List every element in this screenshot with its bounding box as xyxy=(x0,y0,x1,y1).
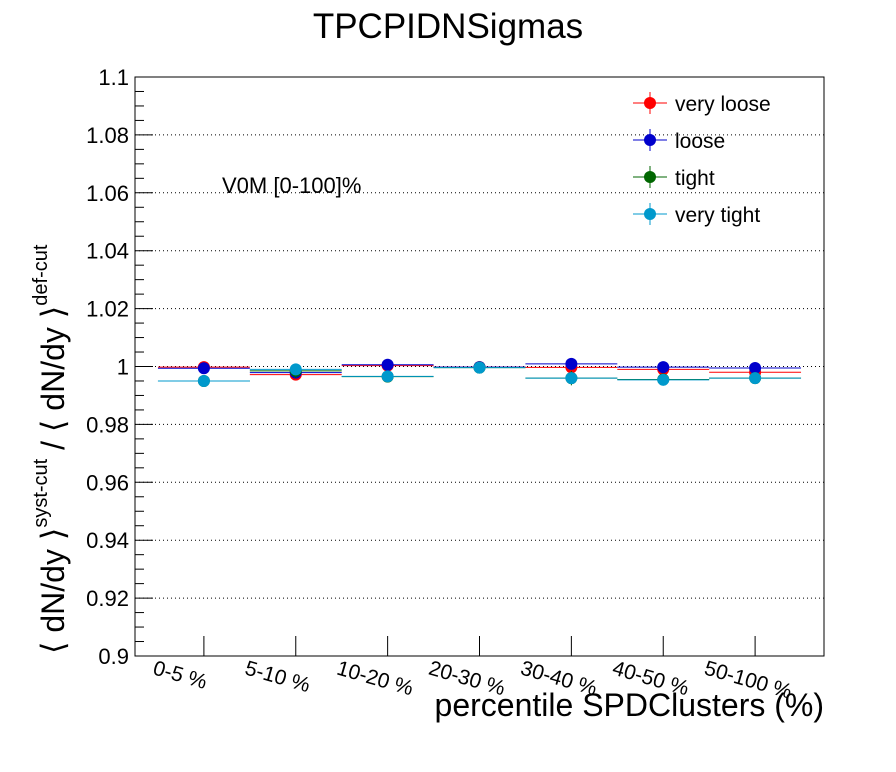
data-point xyxy=(473,361,486,374)
data-point xyxy=(565,372,578,385)
x-axis-label: percentile SPDClusters (%) xyxy=(435,687,824,723)
y-tick-label: 1.08 xyxy=(86,123,129,148)
axis-layer: 0.9 0.92 0.94 0.96 0.98 1 1.02 1.04 1.06 1.08 1.1 0… xyxy=(86,65,825,704)
legend-label: very tight xyxy=(675,204,760,227)
y-tick-label: 0.9 xyxy=(98,644,129,669)
chart-title: TPCPIDNSigmas xyxy=(313,7,583,46)
data-point xyxy=(657,361,670,374)
data-point xyxy=(197,374,210,387)
x-tick-label: 5-10 % xyxy=(242,657,312,697)
data-point xyxy=(657,373,670,386)
y-tick-label: 1.1 xyxy=(98,65,129,90)
legend-layer: very loose loose tight very tight xyxy=(633,92,771,227)
legend-marker xyxy=(644,171,656,183)
y-tick-label: 0.94 xyxy=(86,528,129,553)
y-label-numerator: ⟨ dN/dy ⟩ xyxy=(35,528,71,654)
x-tick-label: 10-20 % xyxy=(334,657,416,701)
y-axis-label: ⟨ dN/dy ⟩syst-cut / ⟨ dN/dy ⟩def-cut xyxy=(30,244,71,654)
y-label-slash: / xyxy=(35,432,71,459)
legend-entry: very tight xyxy=(633,203,760,227)
data-point xyxy=(749,372,762,385)
y-tick-label: 1 xyxy=(117,355,129,380)
series-layer xyxy=(157,357,802,387)
y-label-numerator-sup: syst-cut xyxy=(30,458,52,527)
data-point xyxy=(749,361,762,374)
legend-label: loose xyxy=(675,130,725,153)
y-label-denominator: ⟨ dN/dy ⟩ xyxy=(35,306,71,432)
legend-entry: very loose xyxy=(633,92,771,116)
legend-marker xyxy=(644,208,656,220)
data-point xyxy=(381,370,394,383)
legend-marker xyxy=(644,134,656,146)
x-tick-label: 0-5 % xyxy=(151,657,210,694)
legend-label: tight xyxy=(675,167,715,190)
series-loose xyxy=(157,357,802,379)
y-tick-label: 0.98 xyxy=(86,412,129,437)
y-axis-label-text: ⟨ dN/dy ⟩syst-cut / ⟨ dN/dy ⟩def-cut xyxy=(30,244,71,654)
legend-label: very loose xyxy=(675,93,771,116)
series-very-tight xyxy=(157,361,802,387)
data-point xyxy=(289,363,302,376)
legend-entry: tight xyxy=(633,166,715,190)
data-point xyxy=(565,357,578,370)
y-tick-label: 0.92 xyxy=(86,586,129,611)
y-tick-label: 0.96 xyxy=(86,470,129,495)
y-tick-label: 1.06 xyxy=(86,181,129,206)
data-point xyxy=(381,358,394,371)
y-tick-label: 1.02 xyxy=(86,297,129,322)
y-tick-label: 1.04 xyxy=(86,239,129,264)
data-point xyxy=(197,362,210,375)
y-label-denominator-sup: def-cut xyxy=(30,244,52,306)
legend-marker xyxy=(644,97,656,109)
legend-entry: loose xyxy=(633,129,725,153)
chart-annotation: V0M [0-100]% xyxy=(222,173,361,198)
